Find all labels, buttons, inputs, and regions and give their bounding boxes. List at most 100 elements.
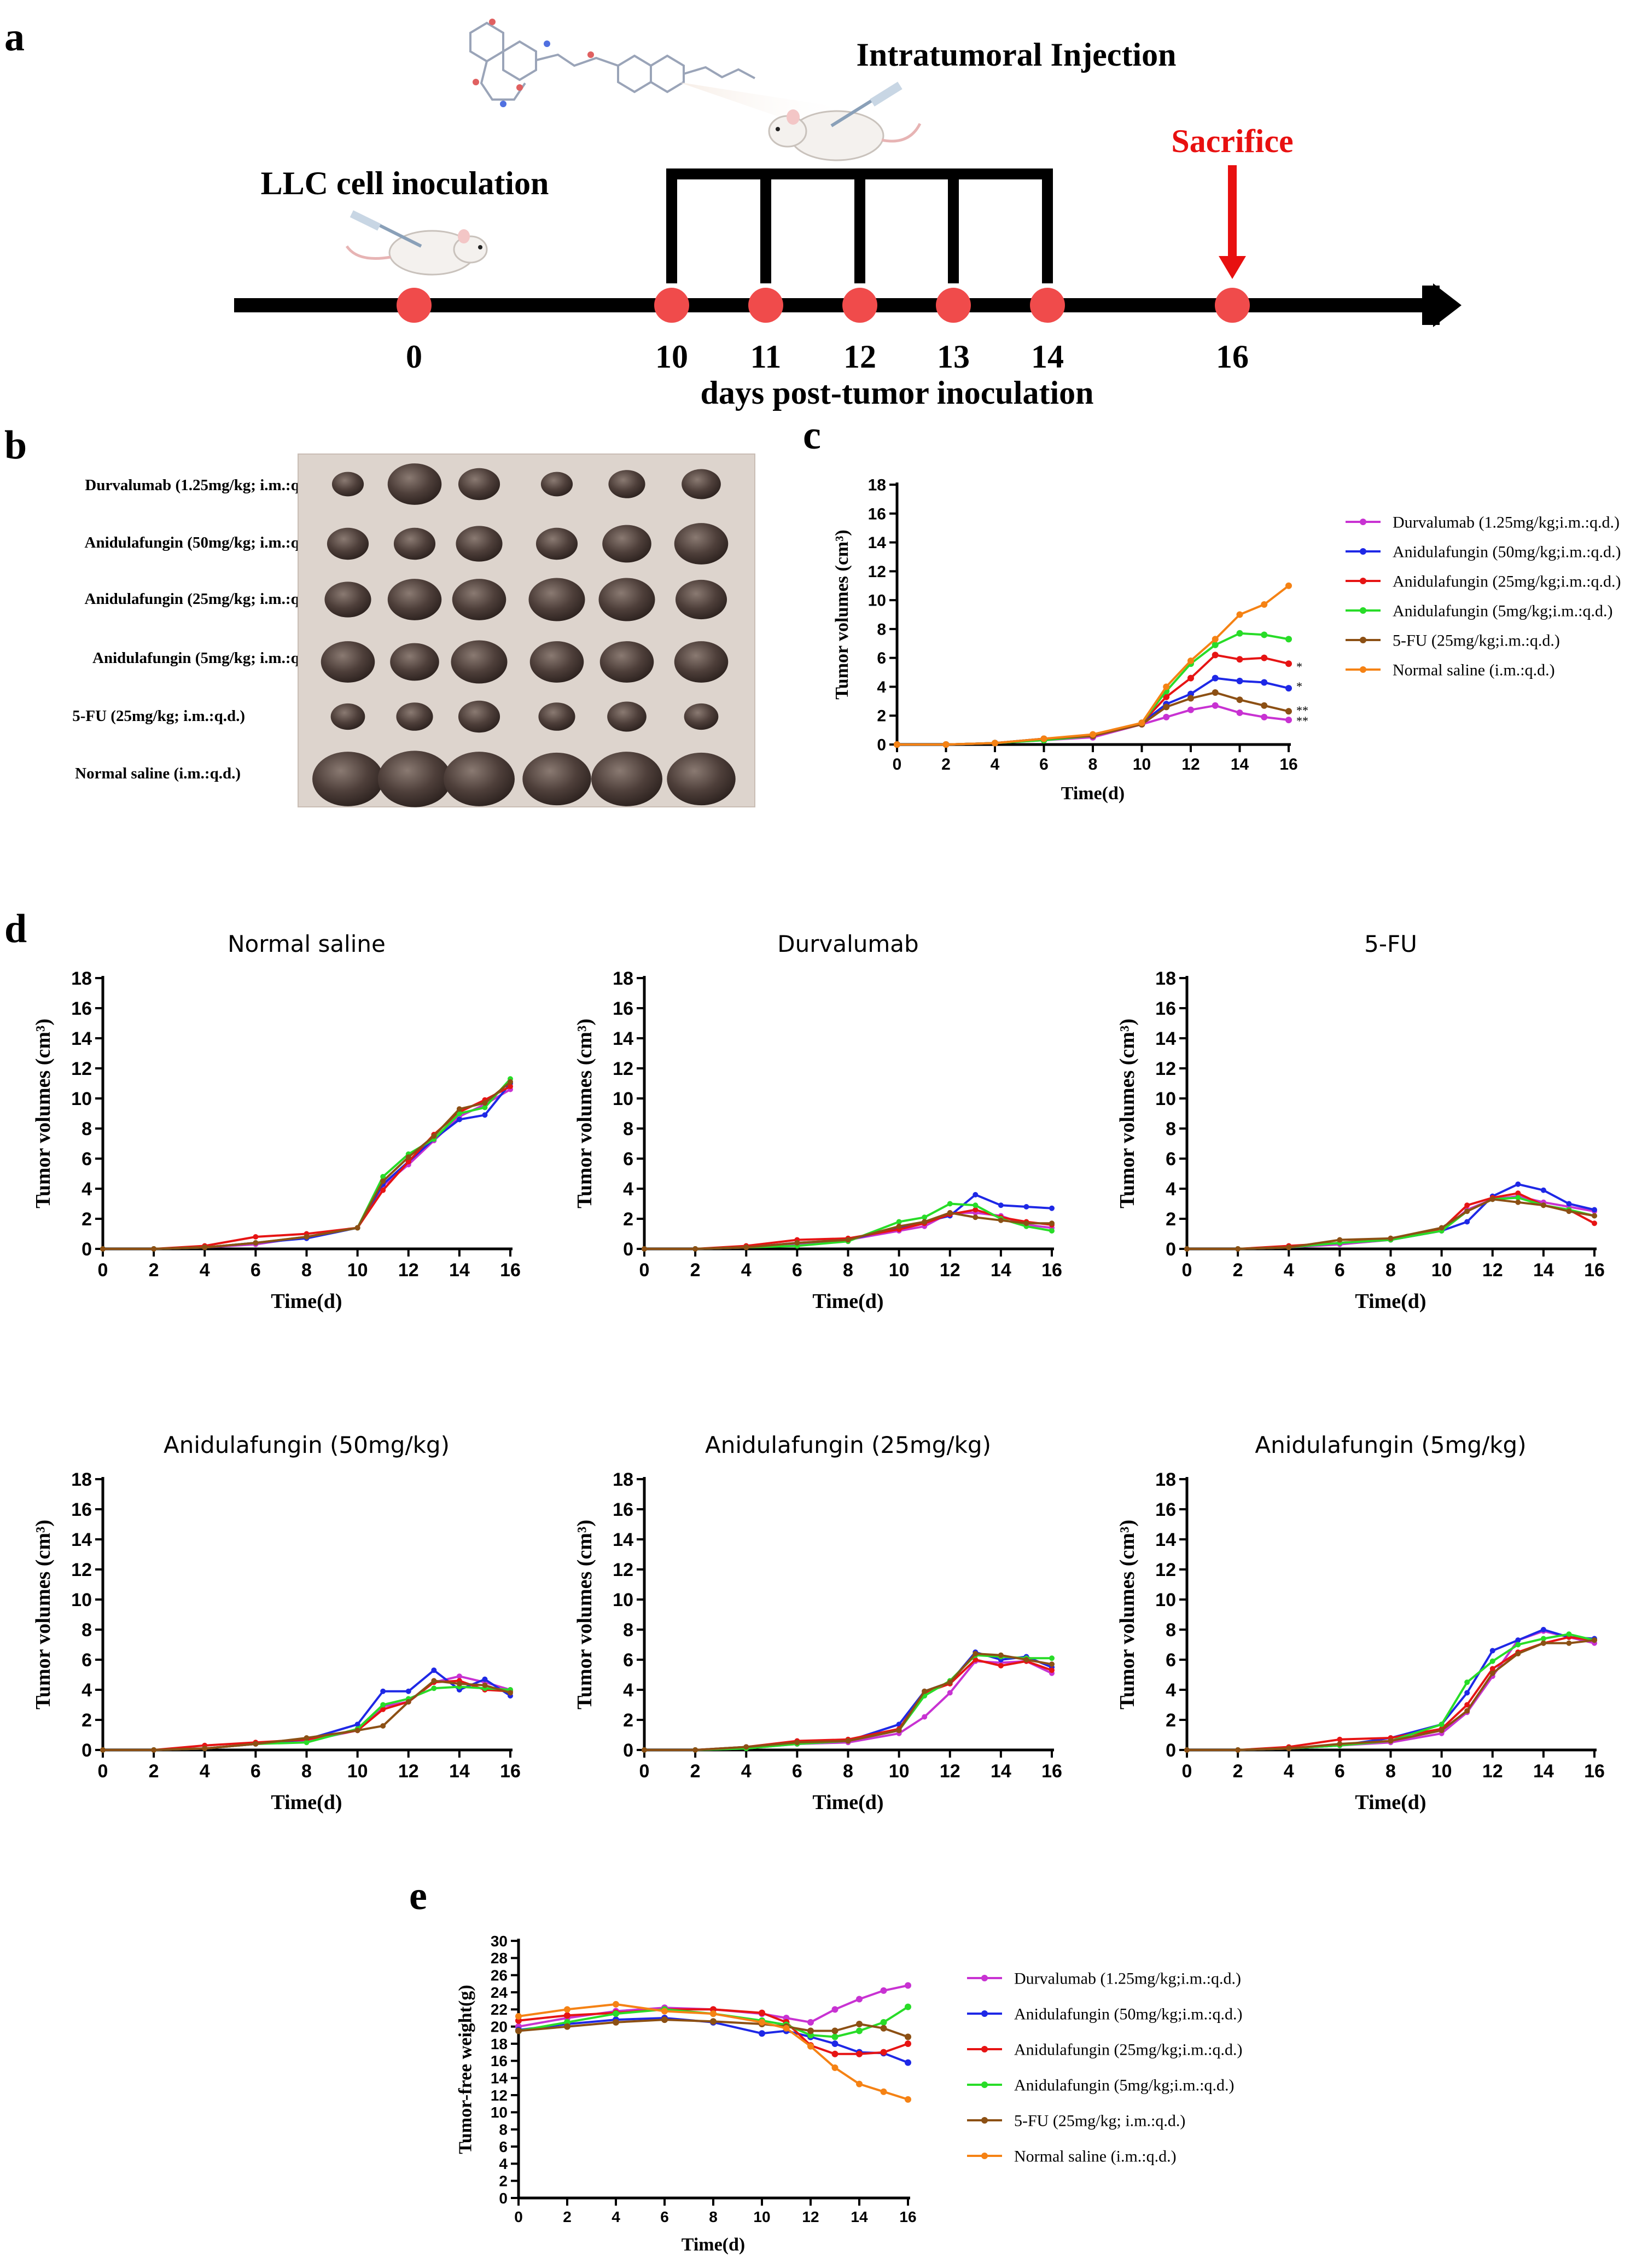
- x-tick-label: 0: [1182, 1761, 1192, 1782]
- tumor-specimen: [331, 472, 364, 497]
- data-point: [508, 1690, 513, 1696]
- data-point: [1566, 1640, 1572, 1646]
- y-tick-label: 8: [623, 1119, 633, 1139]
- data-point: [456, 1116, 462, 1123]
- data-point: [1489, 1648, 1495, 1654]
- y-tick-label: 14: [491, 2069, 508, 2086]
- y-tick-label: 14: [613, 1028, 633, 1049]
- series-line: [1187, 1633, 1595, 1751]
- data-point: [1286, 1746, 1292, 1752]
- x-tick-label: 10: [347, 1761, 368, 1782]
- y-tick-label: 2: [81, 1710, 92, 1731]
- tumor-specimen: [529, 641, 584, 683]
- data-point: [1163, 713, 1170, 720]
- legend-marker: [1360, 519, 1366, 525]
- data-point: [922, 1688, 928, 1694]
- significance-mark: *: [1296, 679, 1302, 693]
- data-point: [515, 2013, 522, 2020]
- y-tick-label: 14: [71, 1028, 92, 1049]
- y-tick-label: 6: [81, 1650, 92, 1671]
- x-axis-label: Time(d): [682, 2235, 745, 2255]
- data-point: [405, 1154, 411, 1160]
- data-point: [1235, 1747, 1241, 1753]
- data-point: [856, 2027, 863, 2034]
- tumor-specimen: [540, 472, 573, 497]
- data-point: [973, 1202, 979, 1208]
- tumor-specimen: [684, 703, 719, 730]
- timeline-markers: [397, 288, 1250, 323]
- data-point: [354, 1722, 360, 1728]
- data-point: [431, 1678, 437, 1684]
- data-point: [456, 1673, 462, 1679]
- panel-label-e: e: [409, 1874, 427, 1918]
- x-tick-label: 12: [398, 1761, 419, 1782]
- data-point: [1261, 713, 1268, 720]
- inoculation-label: LLC cell inoculation: [261, 165, 549, 201]
- data-point: [1592, 1637, 1597, 1643]
- data-point: [1212, 674, 1219, 682]
- x-tick-label: 8: [301, 1761, 312, 1782]
- x-tick-label: 6: [792, 1260, 802, 1281]
- y-tick-label: 28: [491, 1950, 508, 1967]
- x-tick-label: 16: [1584, 1260, 1605, 1281]
- tumor-specimen: [602, 525, 651, 563]
- y-tick-label: 4: [1166, 1179, 1176, 1200]
- y-tick-label: 4: [623, 1179, 633, 1200]
- y-tick-label: 18: [613, 968, 633, 989]
- data-point: [1592, 1220, 1597, 1226]
- x-tick-label: 4: [741, 1761, 752, 1782]
- data-point: [1515, 1637, 1521, 1643]
- y-tick-label: 12: [1155, 1560, 1176, 1580]
- data-point: [304, 1735, 310, 1741]
- data-point: [354, 1225, 360, 1231]
- y-tick-label: 0: [877, 736, 886, 754]
- x-tick-label: 12: [1482, 1761, 1503, 1782]
- x-tick-label: 16: [1279, 755, 1297, 774]
- data-point: [998, 1663, 1004, 1668]
- data-point: [1049, 1661, 1055, 1667]
- y-tick-label: 4: [81, 1179, 92, 1200]
- tumor-specimen: [598, 578, 655, 621]
- data-point: [1439, 1728, 1445, 1734]
- y-tick-label: 8: [877, 620, 886, 638]
- tumor-specimen: [538, 702, 575, 731]
- x-tick-label: 10: [889, 1260, 910, 1281]
- tumor-specimen: [456, 526, 503, 562]
- data-point: [613, 2019, 619, 2026]
- y-tick-label: 6: [877, 649, 886, 667]
- data-point: [973, 1651, 979, 1656]
- legend-marker: [1360, 578, 1366, 584]
- y-tick-label: 18: [71, 968, 92, 989]
- y-tick-label: 14: [71, 1530, 92, 1550]
- photo-row-label: Anidulafungin (5mg/kg; i.m.:q.d.): [92, 649, 322, 667]
- x-axis-label: Time(d): [812, 1791, 883, 1814]
- y-tick-label: 8: [623, 1620, 633, 1641]
- x-axis-label: Time(d): [271, 1290, 342, 1313]
- day-label: 10: [655, 339, 688, 375]
- data-point: [896, 1219, 902, 1225]
- x-tick-label: 6: [1039, 755, 1049, 774]
- data-point: [253, 1234, 259, 1240]
- y-tick-label: 2: [81, 1209, 92, 1230]
- y-tick-label: 18: [868, 476, 886, 495]
- data-point: [759, 2019, 765, 2026]
- x-tick-label: 14: [1533, 1260, 1554, 1281]
- data-point: [831, 2040, 839, 2047]
- data-point: [1515, 1190, 1521, 1196]
- x-tick-label: 10: [889, 1761, 910, 1782]
- tumor-specimen: [396, 702, 433, 731]
- y-tick-label: 0: [1166, 1239, 1176, 1260]
- x-tick-label: 10: [1431, 1260, 1452, 1281]
- x-tick-label: 8: [301, 1260, 312, 1281]
- chart-anidulafungin-5: Anidulafungin (5mg/kg) 0 2 4 6 8 10 12 14 16 18 0 2 4…: [1116, 1432, 1605, 1814]
- y-tick-label: 4: [623, 1680, 633, 1701]
- x-tick-label: 14: [1231, 755, 1249, 774]
- photo-row-label: 5-FU (25mg/kg; i.m.:q.d.): [72, 707, 245, 725]
- x-axis-label: Time(d): [1061, 783, 1125, 804]
- data-point: [1163, 693, 1170, 700]
- data-point: [1023, 1204, 1029, 1209]
- x-tick-label: 12: [940, 1761, 960, 1782]
- mouse-injection-illustration: [768, 82, 922, 161]
- x-tick-label: 12: [1181, 755, 1200, 774]
